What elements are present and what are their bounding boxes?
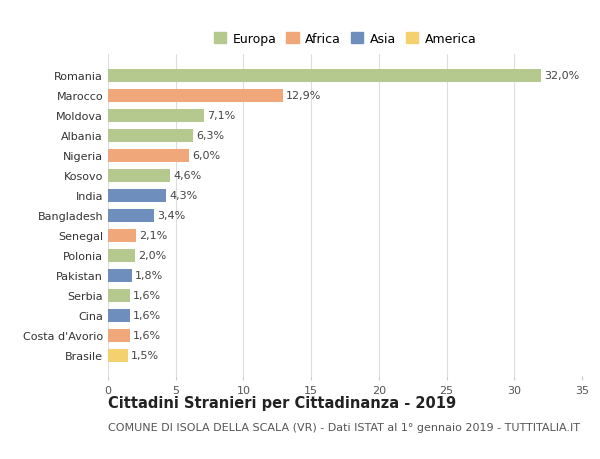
Bar — [108, 169, 170, 182]
Text: 1,8%: 1,8% — [135, 270, 163, 280]
Text: 3,4%: 3,4% — [157, 211, 185, 221]
Bar — [108, 129, 193, 142]
Bar — [108, 90, 283, 102]
Bar — [108, 309, 130, 322]
Text: 4,6%: 4,6% — [173, 171, 201, 181]
Text: 6,0%: 6,0% — [192, 151, 220, 161]
Text: 2,0%: 2,0% — [138, 251, 166, 261]
Text: 2,1%: 2,1% — [139, 231, 167, 241]
Bar — [108, 329, 130, 342]
Bar — [108, 189, 166, 202]
Bar — [108, 70, 541, 83]
Text: 7,1%: 7,1% — [207, 111, 235, 121]
Bar — [108, 269, 133, 282]
Text: Cittadini Stranieri per Cittadinanza - 2019: Cittadini Stranieri per Cittadinanza - 2… — [108, 395, 456, 410]
Bar — [108, 249, 135, 262]
Bar — [108, 229, 136, 242]
Bar — [108, 289, 130, 302]
Bar — [108, 150, 189, 162]
Text: 1,5%: 1,5% — [131, 350, 159, 360]
Text: 12,9%: 12,9% — [286, 91, 321, 101]
Text: 1,6%: 1,6% — [133, 310, 161, 320]
Text: 6,3%: 6,3% — [196, 131, 224, 141]
Text: 4,3%: 4,3% — [169, 191, 197, 201]
Text: COMUNE DI ISOLA DELLA SCALA (VR) - Dati ISTAT al 1° gennaio 2019 - TUTTITALIA.IT: COMUNE DI ISOLA DELLA SCALA (VR) - Dati … — [108, 422, 580, 432]
Text: 1,6%: 1,6% — [133, 330, 161, 340]
Bar — [108, 110, 204, 123]
Text: 32,0%: 32,0% — [544, 71, 580, 81]
Bar — [108, 349, 128, 362]
Text: 1,6%: 1,6% — [133, 291, 161, 301]
Bar — [108, 209, 154, 222]
Legend: Europa, Africa, Asia, America: Europa, Africa, Asia, America — [214, 33, 476, 45]
